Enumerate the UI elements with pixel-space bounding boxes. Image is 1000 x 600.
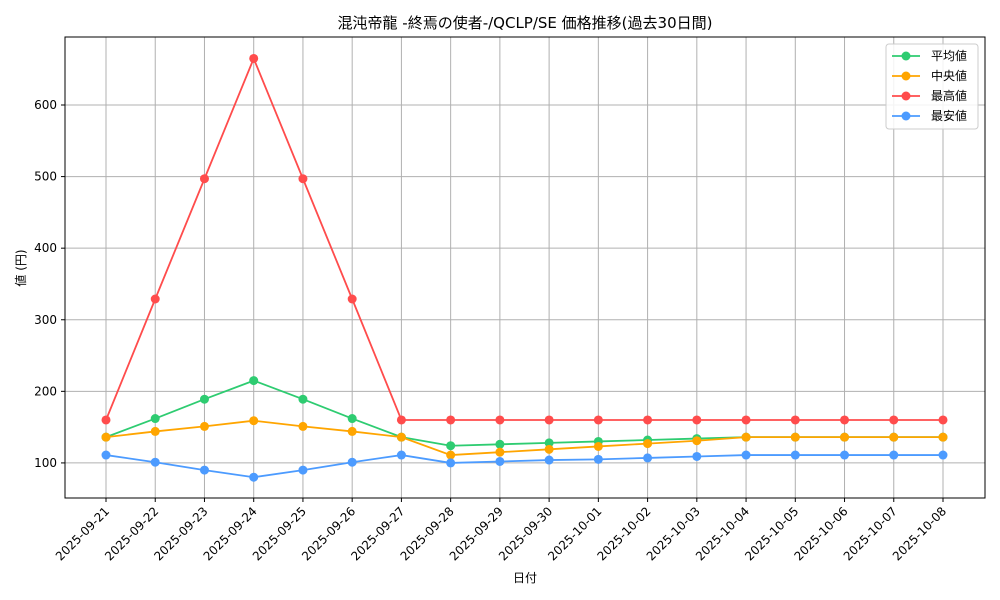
data-point bbox=[495, 456, 505, 466]
data-point bbox=[199, 465, 209, 475]
data-point bbox=[150, 426, 160, 436]
series-line bbox=[101, 376, 948, 451]
y-tick-label: 400 bbox=[34, 241, 57, 255]
data-point bbox=[840, 450, 850, 460]
legend-marker-icon bbox=[901, 71, 911, 81]
data-point bbox=[101, 450, 111, 460]
data-point bbox=[347, 414, 357, 424]
data-point bbox=[544, 455, 554, 465]
data-point bbox=[593, 415, 603, 425]
data-point bbox=[347, 294, 357, 304]
legend-label: 最安値 bbox=[931, 108, 967, 123]
data-point bbox=[741, 432, 751, 442]
data-point bbox=[199, 421, 209, 431]
data-point bbox=[790, 415, 800, 425]
data-point bbox=[889, 432, 899, 442]
data-point bbox=[249, 53, 259, 63]
data-point bbox=[840, 415, 850, 425]
data-point bbox=[249, 472, 259, 482]
data-point bbox=[446, 458, 456, 468]
data-point bbox=[692, 436, 702, 446]
series-line bbox=[101, 416, 948, 460]
data-point bbox=[199, 394, 209, 404]
data-point bbox=[298, 174, 308, 184]
data-point bbox=[150, 294, 160, 304]
y-axis-label: 値 (円) bbox=[13, 249, 28, 286]
data-point bbox=[741, 415, 751, 425]
data-point bbox=[150, 457, 160, 467]
data-point bbox=[446, 450, 456, 460]
plot-frame bbox=[64, 36, 986, 499]
legend-item: 最高値 bbox=[892, 88, 967, 103]
legend-box bbox=[885, 43, 979, 130]
legend-marker-icon bbox=[901, 51, 911, 61]
legend-item: 平均値 bbox=[892, 48, 967, 63]
data-point bbox=[347, 426, 357, 436]
data-point bbox=[101, 415, 111, 425]
y-tick-label: 600 bbox=[34, 98, 57, 112]
data-point bbox=[150, 414, 160, 424]
data-point bbox=[544, 415, 554, 425]
data-point bbox=[298, 465, 308, 475]
data-point bbox=[643, 439, 653, 449]
data-point bbox=[298, 394, 308, 404]
data-point bbox=[396, 415, 406, 425]
data-point bbox=[643, 453, 653, 463]
data-point bbox=[544, 438, 554, 448]
data-point bbox=[249, 416, 259, 426]
data-point bbox=[298, 421, 308, 431]
data-point bbox=[692, 415, 702, 425]
y-tick-label: 500 bbox=[34, 170, 57, 184]
data-point bbox=[495, 447, 505, 457]
data-series bbox=[101, 53, 948, 482]
data-point bbox=[396, 432, 406, 442]
data-point bbox=[938, 432, 948, 442]
data-point bbox=[790, 450, 800, 460]
y-axis-ticks: 100 200 300 400 500 600 bbox=[34, 98, 65, 470]
data-point bbox=[101, 432, 111, 442]
legend-item: 最安値 bbox=[892, 108, 967, 123]
data-point bbox=[199, 174, 209, 184]
data-point bbox=[446, 441, 456, 451]
data-point bbox=[495, 415, 505, 425]
legend-label: 最高値 bbox=[931, 88, 967, 103]
data-point bbox=[938, 450, 948, 460]
x-axis-label: 日付 bbox=[513, 571, 537, 585]
x-axis-ticks: 2025-09-212025-09-222025-09-232025-09-24… bbox=[53, 498, 949, 563]
data-point bbox=[446, 415, 456, 425]
data-point bbox=[593, 441, 603, 451]
legend-item: 中央値 bbox=[892, 68, 967, 83]
series-line bbox=[101, 53, 948, 425]
series-line bbox=[101, 450, 948, 482]
data-point bbox=[593, 454, 603, 464]
legend-marker-icon bbox=[901, 111, 911, 121]
data-point bbox=[889, 415, 899, 425]
data-point bbox=[396, 450, 406, 460]
data-point bbox=[544, 444, 554, 454]
data-point bbox=[692, 451, 702, 461]
data-point bbox=[889, 450, 899, 460]
data-point bbox=[643, 415, 653, 425]
y-tick-label: 300 bbox=[34, 313, 57, 327]
legend-marker-icon bbox=[901, 91, 911, 101]
legend-label: 中央値 bbox=[931, 68, 967, 83]
data-point bbox=[840, 432, 850, 442]
data-point bbox=[790, 432, 800, 442]
data-point bbox=[249, 376, 259, 386]
data-point bbox=[938, 415, 948, 425]
y-tick-label: 100 bbox=[34, 456, 57, 470]
legend-label: 平均値 bbox=[931, 48, 967, 63]
y-tick-label: 200 bbox=[34, 384, 57, 398]
data-point bbox=[347, 457, 357, 467]
data-point bbox=[495, 439, 505, 449]
chart-title: 混沌帝龍 -終焉の使者-/QCLP/SE 価格推移(過去30日間) bbox=[338, 14, 713, 32]
data-point bbox=[741, 450, 751, 460]
